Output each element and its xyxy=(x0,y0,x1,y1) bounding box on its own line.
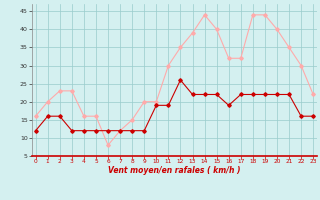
X-axis label: Vent moyen/en rafales ( km/h ): Vent moyen/en rafales ( km/h ) xyxy=(108,166,241,175)
